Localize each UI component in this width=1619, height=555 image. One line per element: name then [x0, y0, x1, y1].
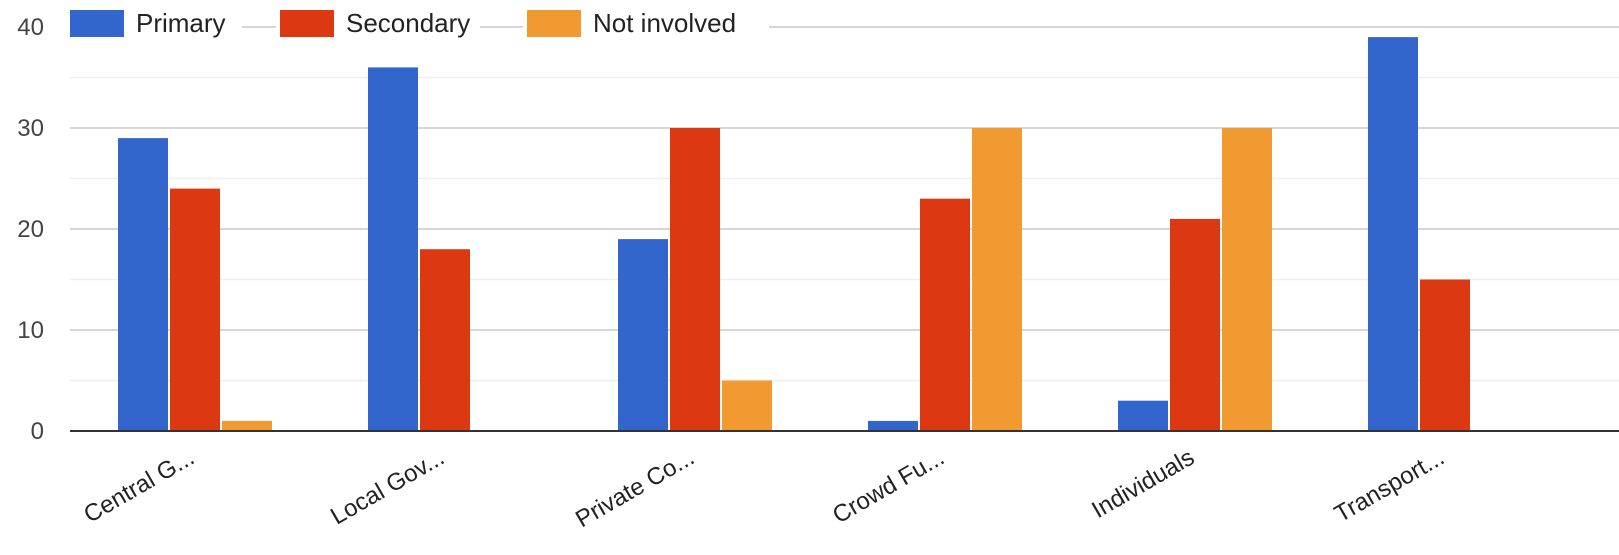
bar: [618, 239, 668, 431]
x-tick-label: Transport...: [1330, 444, 1449, 528]
legend-label: Primary: [136, 8, 226, 38]
bar: [972, 128, 1022, 431]
y-tick-label: 10: [17, 317, 44, 344]
bar: [1420, 279, 1470, 431]
x-tick-label: Crowd Fu...: [828, 444, 949, 529]
x-tick-label: Central G...: [79, 444, 199, 529]
x-tick-label: Private Co...: [571, 444, 699, 533]
bar: [868, 420, 918, 431]
legend-swatch: [280, 10, 334, 37]
y-tick-label: 40: [17, 14, 44, 41]
bar: [722, 380, 772, 431]
y-tick-label: 20: [17, 216, 44, 243]
legend-swatch: [527, 10, 581, 37]
y-tick-label: 30: [17, 115, 44, 142]
bar: [1170, 218, 1220, 431]
x-tick-label: Local Gov...: [326, 444, 449, 531]
bar: [222, 420, 272, 431]
legend-swatch: [70, 10, 124, 37]
bar: [420, 249, 470, 431]
y-tick-label: 0: [31, 418, 44, 445]
bar: [368, 67, 418, 432]
bar: [670, 128, 720, 431]
x-tick-label: Individuals: [1087, 444, 1199, 524]
legend-label: Not involved: [593, 8, 736, 38]
bar: [1118, 400, 1168, 431]
bar: [170, 188, 220, 431]
bar: [1368, 37, 1418, 431]
legend-label: Secondary: [346, 8, 470, 38]
bar: [920, 198, 970, 431]
bar: [1222, 128, 1272, 431]
bar: [118, 138, 168, 431]
